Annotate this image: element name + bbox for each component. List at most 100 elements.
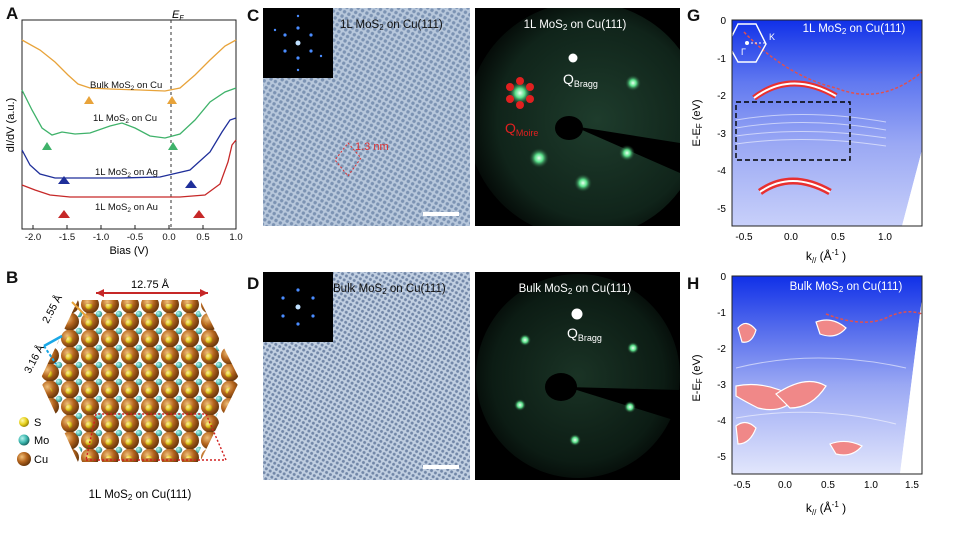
moire-cell-outline [85,413,228,461]
curve-1l-ag [21,117,237,179]
a-xtick: -1.5 [59,232,75,243]
g-ytick: -1 [717,54,726,65]
side-arrow [43,334,63,348]
h-xlabel: k// (Å-1 ) [806,500,846,517]
g-ytick: -3 [717,129,726,140]
marker-red-left [58,210,70,218]
h-xtick: -0.5 [733,480,751,491]
bragg-spot [568,53,578,63]
panel-label-d: D [247,274,260,293]
moire-cell-marker [334,142,362,177]
panel-label-b: B [6,268,19,287]
electron-gun-shadow [567,387,680,422]
bz-hexagon [727,23,767,63]
c-annotation: 1.3 nm [355,141,389,153]
curve-bulk-cu [21,39,237,92]
panel-label-c: C [247,6,260,25]
sts-chart: -2.0 -1.5 -1.0 -0.5 0.0 0.5 1.0 Bias (V)… [5,9,243,257]
band-feature [775,380,827,409]
arpes-map [732,276,922,474]
e-title: 1L MoS2 on Cu(111) [524,19,627,32]
band-feature [735,421,757,445]
h-title: Bulk MoS2 on Cu(111) [790,281,903,294]
marker-navy-left [58,176,70,184]
crystal-model: 12.75 Å 2.55 Å 3.16 Å S Mo Cu 1L MoS2 on… [17,278,240,502]
panel-label-h: H [687,274,700,293]
band-feature [737,322,757,343]
g-ytick: -5 [717,204,726,215]
marker-orange-right [167,96,177,104]
curve-1l-cu [21,87,237,139]
curve-1l-au [21,139,237,198]
marker-green-right [168,142,178,150]
arpes-1l: Γ K 0 -1 -2 -3 -4 -5 -0.5 0.0 0.5 1.0 E-… [691,16,923,265]
marker-red-right [193,210,205,218]
curve-label-1l-au: 1L MoS2 on Au [95,202,158,214]
curve-label-1l-cu: 1L MoS2 on Cu [93,113,157,125]
dashed-band [825,311,923,323]
curve-label-1l-ag: 1L MoS2 on Ag [95,167,158,179]
h-ylabel: E-EF (eV) [691,354,704,401]
legend-s: S [34,417,41,429]
marker-navy-right [185,180,197,188]
panel-label-a: A [6,4,19,23]
region-box [735,101,851,161]
dashed-band [743,31,923,95]
h-ytick: -1 [717,308,726,319]
diag-arrow [71,301,89,319]
mos2-layer [46,304,234,458]
g-ylabel: E-EF (eV) [691,99,704,146]
a-xlabel: Bias (V) [109,245,148,257]
h-ytick: -2 [717,344,726,355]
g-ytick: 0 [720,16,726,27]
h-ytick: 0 [720,272,726,283]
marker-green-left [42,142,52,150]
legend-mo: Mo [34,435,49,447]
e-moire-label: QMoire [505,120,538,138]
diag-dimension: 2.55 Å [39,292,65,325]
stm-image-1l: 1.3 nm 1L MoS2 on Cu(111) [263,8,470,226]
curve-label-bulk-cu: Bulk MoS2 on Cu [90,80,162,92]
a-xtick: -1.0 [93,232,109,243]
a-xtick: 1.0 [229,232,242,243]
h-ytick: -3 [717,380,726,391]
d-title: Bulk MoS2 on Cu(111) [333,283,446,296]
a-xtick: 0.0 [162,232,175,243]
e-bragg-label: QBragg [563,71,598,89]
h-xtick: 1.5 [905,480,919,491]
g-ytick: -2 [717,91,726,102]
g-title: 1L MoS2 on Cu(111) [803,23,906,36]
legend-cu: Cu [34,454,48,466]
leed-pattern-bulk: Bulk MoS2 on Cu(111) QBragg [475,272,680,480]
g-xtick: 1.0 [878,232,892,243]
g-xtick: -0.5 [735,232,753,243]
h-xtick: 0.5 [821,480,835,491]
h-xtick: 0.0 [778,480,792,491]
g-xlabel: k// (Å-1 ) [806,248,846,265]
f-title: Bulk MoS2 on Cu(111) [519,283,632,296]
c-title: 1L MoS2 on Cu(111) [340,19,443,32]
a-ylabel: dI/dV (a.u.) [5,98,17,152]
h-ytick: -5 [717,452,726,463]
bz-gamma: Γ [741,47,746,57]
bragg-spot [571,308,583,320]
arpes-bulk: 0 -1 -2 -3 -4 -5 -0.5 0.0 0.5 1.0 1.5 E-… [691,272,923,517]
f-bragg-label: QBragg [567,325,602,343]
a-xtick: -0.5 [127,232,143,243]
panel-label-g: G [687,6,701,25]
h-ytick: -4 [717,416,726,427]
a-xtick: 0.5 [196,232,209,243]
width-dimension: 12.75 Å [131,278,170,291]
band-feature [815,319,847,337]
marker-orange-left [84,96,94,104]
band-feature [829,440,863,456]
b-caption: 1L MoS2 on Cu(111) [89,489,192,502]
scale-bar [423,465,459,469]
g-ytick: -4 [717,166,726,177]
a-xtick: -2.0 [25,232,41,243]
leed-pattern-1l: 1L MoS2 on Cu(111) QBragg QMoire [475,8,680,226]
g-xtick: 0.0 [784,232,798,243]
bz-k: K [769,32,775,42]
side-dimension: 3.16 Å [21,342,47,375]
a-ef-label: EF [172,9,184,22]
